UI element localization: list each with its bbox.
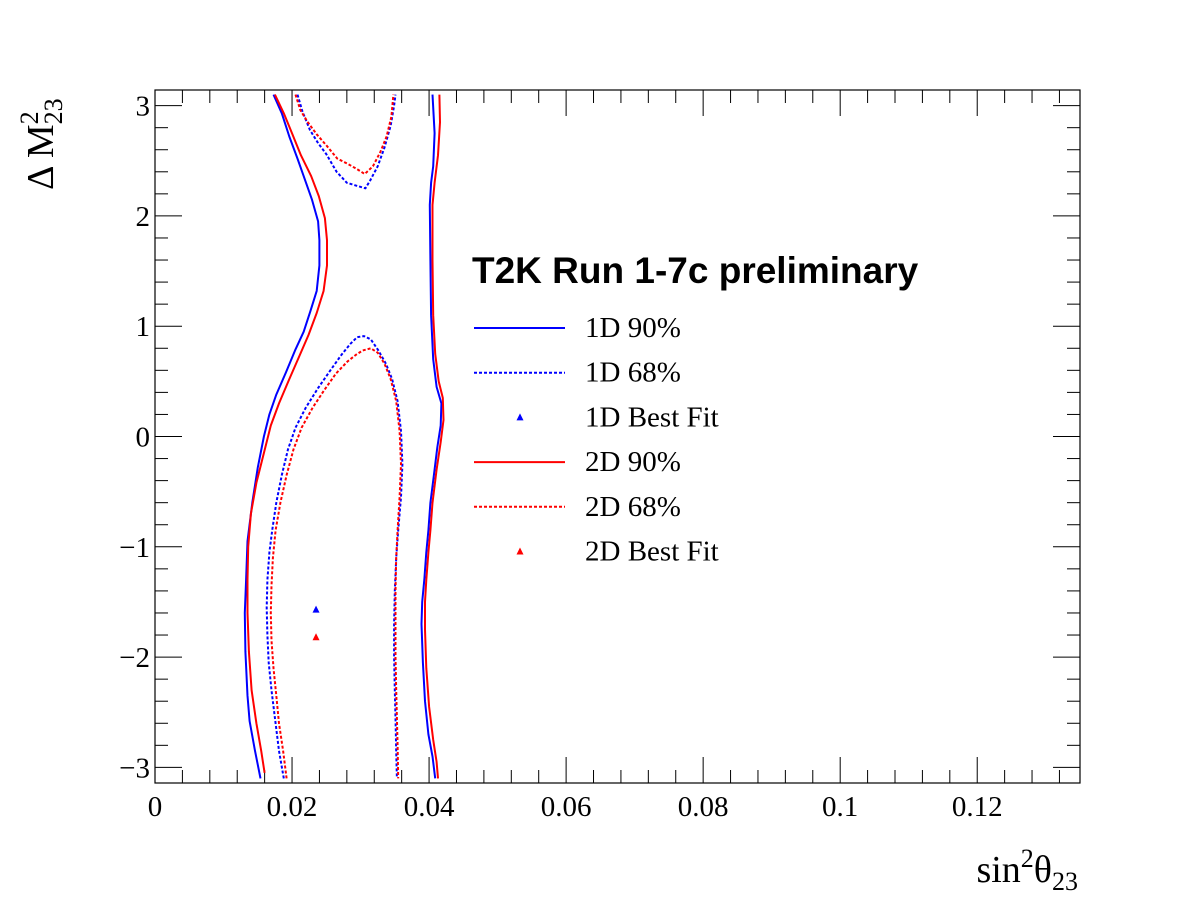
contour-1d-90-0	[243, 94, 321, 779]
x-axis-label-sup: 2	[1021, 844, 1034, 873]
legend-label-1d-90: 1D 90%	[585, 312, 681, 344]
y-tick-label: −1	[119, 532, 150, 564]
contour-1d-90-1	[420, 94, 443, 779]
contour-curves	[243, 94, 445, 779]
best-fit-marker-2d-best-fit	[312, 633, 320, 641]
contour-1d-68-1	[265, 335, 404, 779]
y-axis-label-sup: 2	[15, 111, 44, 124]
legend-label-1d-68: 1D 68%	[585, 357, 681, 389]
x-axis-label-base: sin	[976, 849, 1020, 891]
axis-ticks	[154, 90, 1080, 783]
x-tick-label: 0.1	[822, 791, 858, 823]
x-tick-label: 0.06	[541, 791, 592, 823]
y-tick-label: 0	[136, 422, 151, 454]
y-tick-labels: −3 −2 −1 0 1 2 3	[119, 91, 150, 785]
x-axis-label: sin2θ23	[976, 844, 1078, 896]
legend-label-2d-best-fit: 2D Best Fit	[585, 536, 719, 568]
contour-2d-90-0	[246, 94, 328, 774]
y-tick-label: −3	[119, 752, 150, 784]
legend-label-2d-90: 2D 90%	[585, 446, 681, 478]
x-tick-label: 0.04	[404, 791, 455, 823]
legend-swatch-2d-best-fit	[516, 547, 524, 555]
x-tick-label: 0.02	[267, 791, 318, 823]
chart-title: T2K Run 1-7c preliminary	[472, 250, 919, 291]
y-tick-label: 1	[136, 311, 151, 343]
y-axis-label: Δ M223	[15, 98, 68, 190]
legend: 1D 90% 1D 68% 1D Best Fit 2D 90% 2D 68% 2D Be…	[474, 312, 719, 568]
y-tick-label: 2	[136, 201, 151, 233]
legend-swatch-1d-best-fit	[516, 413, 524, 421]
contour-2d-90-1	[424, 94, 445, 779]
contour-2d-68-1	[269, 347, 402, 779]
contour-1d-68-0	[296, 94, 397, 190]
y-axis-label-sub: 23	[39, 98, 68, 124]
legend-label-2d-68: 2D 68%	[585, 491, 681, 523]
x-tick-label: 0.08	[678, 791, 729, 823]
x-tick-label: 0.12	[952, 791, 1003, 823]
legend-label-1d-best-fit: 1D Best Fit	[585, 401, 719, 433]
plot-frame	[154, 89, 1081, 784]
y-axis-label-base: Δ M	[20, 124, 62, 190]
best-fit-marker-1d-best-fit	[312, 605, 320, 613]
y-tick-label: 3	[136, 91, 151, 123]
contour-2d-68-0	[294, 94, 395, 175]
x-tick-label: 0	[148, 791, 163, 823]
x-axis-label-sub: 23	[1052, 867, 1078, 896]
x-axis-label-greek: θ	[1034, 849, 1052, 891]
y-tick-label: −2	[119, 642, 150, 674]
x-tick-labels: 0 0.02 0.04 0.06 0.08 0.1 0.12	[148, 791, 1003, 823]
